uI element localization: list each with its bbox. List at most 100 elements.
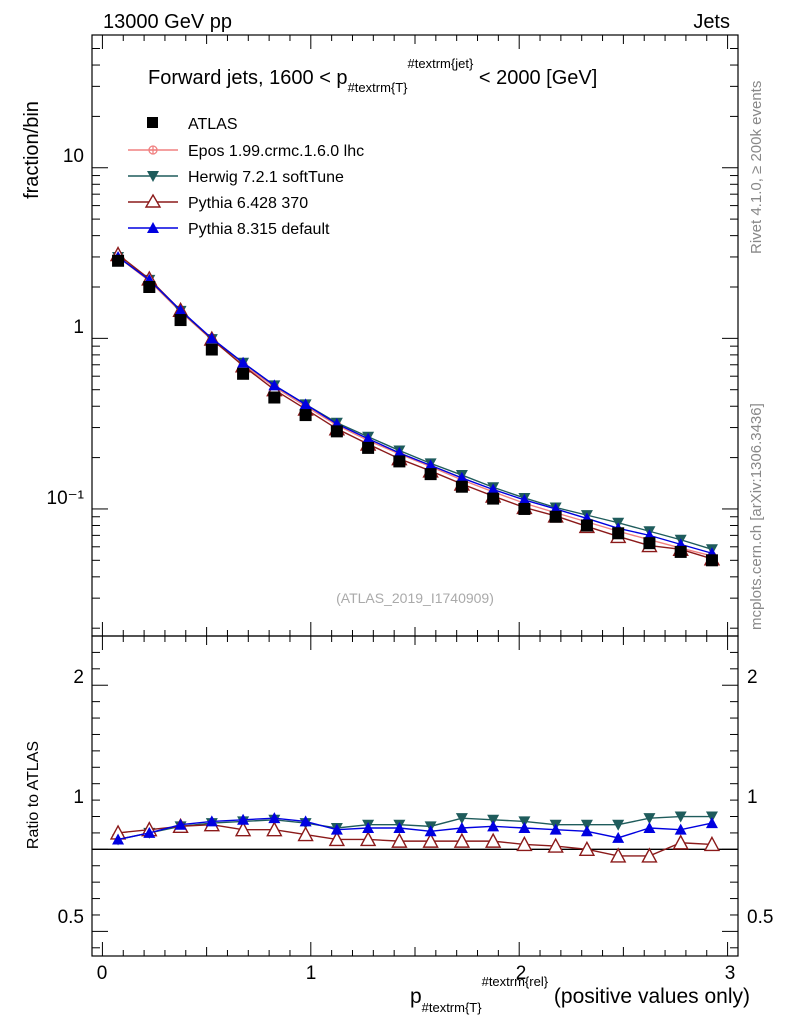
ratio-axis-title: Ratio to ATLAS <box>25 741 42 849</box>
rivet-version-label: Rivet 4.1.0, ≥ 200k events <box>748 81 765 254</box>
legend-label-epos: Epos 1.99.crmc.1.6.0 lhc <box>188 143 364 160</box>
plot-title: Forward jets, 1600 < p#textrm{T} #textrm{… <box>148 56 597 95</box>
data-point <box>518 493 531 505</box>
data-point <box>299 409 312 422</box>
y-tick-label-10: 10 <box>63 146 84 167</box>
ratio-frame <box>91 635 739 957</box>
title-sub: #textrm{T} <box>348 80 409 95</box>
ratio-point <box>205 815 218 827</box>
ratio-point <box>484 832 502 848</box>
ratio-point <box>612 831 625 843</box>
ratio-point <box>705 811 718 823</box>
ratio-point <box>610 847 627 863</box>
data-point <box>549 510 562 523</box>
legend: ATLAS Epos 1.99.crmc.1.6.0 lhc Herwig 7.… <box>128 116 364 238</box>
ratio-plot-series <box>109 811 721 863</box>
legend-label-pythia6: Pythia 6.428 370 <box>188 195 308 212</box>
data-point <box>455 471 468 483</box>
data-point <box>362 432 375 444</box>
ratio-point <box>328 831 346 847</box>
ratio-point <box>112 833 125 845</box>
data-point <box>705 554 718 567</box>
data-point <box>612 527 625 540</box>
series-line <box>117 256 713 557</box>
y-tick-label-0.1: 10⁻¹ <box>47 488 85 509</box>
data-point <box>174 304 187 316</box>
ratio-pythia-8-315-default <box>112 812 718 845</box>
data-point <box>237 367 250 380</box>
data-point <box>393 455 406 468</box>
legend-marker-pythia6 <box>144 193 162 208</box>
ratio-point <box>362 822 375 833</box>
data-point <box>205 332 218 344</box>
x-axis-title: p#textrm{T} #textrm{rel} (positive values… <box>410 974 750 1015</box>
data-point <box>268 391 281 404</box>
ratio-tick-label-right-2: 2 <box>747 667 758 688</box>
series-pythia-6-428-370 <box>109 246 721 566</box>
data-point <box>112 254 125 267</box>
ratio-line <box>117 815 712 841</box>
ratio-point <box>330 823 343 835</box>
ratio-point <box>143 826 156 838</box>
ratio-point <box>703 835 721 852</box>
ratio-point <box>487 820 500 832</box>
data-point <box>518 502 531 515</box>
ratio-point <box>578 840 596 857</box>
ratio-point <box>580 819 593 831</box>
ratio-point <box>297 826 314 842</box>
title-main: Forward jets, 1600 < p <box>148 67 348 89</box>
ratio-point <box>705 817 718 829</box>
data-point <box>237 356 250 368</box>
data-point <box>487 492 500 505</box>
ratio-tick-label-right-1: 1 <box>747 787 758 808</box>
xlabel-main: p <box>410 985 422 1008</box>
ratio-point <box>674 823 687 835</box>
ratio-point <box>266 821 283 837</box>
ratio-point <box>549 823 562 835</box>
data-point <box>174 314 187 327</box>
ratio-point <box>393 822 406 833</box>
legend-marker-herwig <box>147 171 159 182</box>
data-point <box>424 468 437 481</box>
ratio-pythia-6-428-370 <box>109 816 721 863</box>
data-point <box>424 459 437 471</box>
ratio-point <box>547 837 564 853</box>
ratio-point <box>674 811 687 823</box>
ratio-point <box>487 814 500 826</box>
series-herwig-7-2-1-softtune <box>112 251 718 556</box>
xlabel-tail: (positive values only) <box>548 985 750 1008</box>
title-sup: #textrm{jet} <box>408 56 474 71</box>
series-line <box>117 256 713 550</box>
x-tick-label-0: 0 <box>97 963 108 984</box>
legend-label-pythia8: Pythia 8.315 default <box>188 221 330 238</box>
ratio-tick-label-0.5: 0.5 <box>58 907 84 928</box>
axis-ticks <box>92 34 738 956</box>
ratio-point <box>455 822 468 833</box>
header-right: Jets <box>693 11 730 33</box>
data-point <box>299 398 312 410</box>
legend-label-herwig: Herwig 7.2.1 softTune <box>188 169 344 186</box>
y-tick-label-1: 1 <box>73 317 84 338</box>
data-point <box>268 379 281 391</box>
data-point <box>455 480 468 493</box>
data-point <box>580 519 593 532</box>
legend-marker-pythia8 <box>147 222 159 233</box>
ratio-point <box>455 813 468 825</box>
ratio-point <box>234 821 252 837</box>
series-line <box>117 256 713 554</box>
ratio-point <box>268 812 281 824</box>
xlabel-sub: #textrm{T} <box>422 1000 483 1015</box>
series-pythia-8-315-default <box>112 250 718 559</box>
ratio-tick-label-2: 2 <box>73 667 84 688</box>
series-line <box>117 253 713 560</box>
y-axis-title: fraction/bin <box>21 101 43 199</box>
series-epos-1-99-crmc-1-6-0-lhc <box>113 252 717 561</box>
ratio-point <box>299 815 312 827</box>
data-point <box>205 343 218 356</box>
title-tail: < 2000 [GeV] <box>473 67 597 89</box>
ratio-point <box>643 822 656 833</box>
analysis-id: (ATLAS_2019_I1740909) <box>336 590 494 606</box>
ratio-point <box>518 816 531 828</box>
ratio-point <box>424 825 437 837</box>
ratio-point <box>174 818 187 830</box>
